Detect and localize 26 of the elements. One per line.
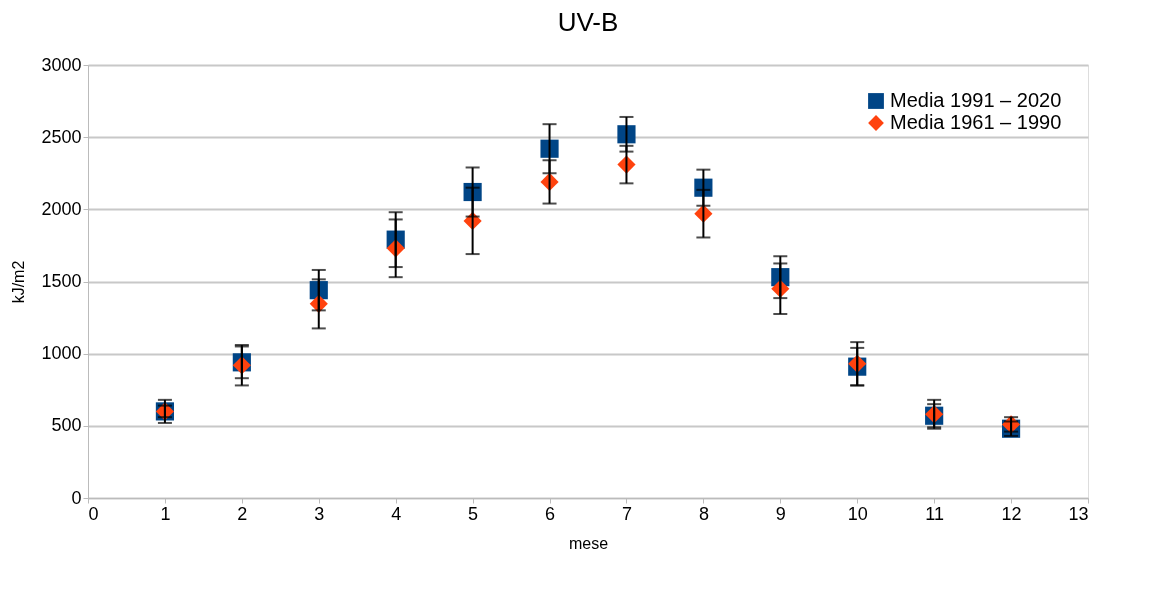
y-tick-label: 3000	[41, 54, 82, 75]
x-tick-label: 12	[1001, 503, 1022, 524]
x-tick-label: 8	[698, 503, 709, 524]
y-tick-label: 2000	[41, 198, 82, 219]
y-tick-label: 0	[71, 487, 82, 508]
x-tick-label: 9	[775, 503, 786, 524]
chart-title: UV-B	[557, 7, 619, 37]
y-tick-label: 1500	[41, 271, 82, 291]
y-tick-label: 2500	[41, 126, 82, 147]
x-tick-label: 3	[314, 503, 325, 524]
x-tick-label: 7	[621, 503, 632, 524]
legend-label: Media 1991 – 2020	[890, 89, 1062, 111]
x-tick-label: 1	[160, 503, 171, 524]
y-tick-label: 500	[51, 415, 82, 436]
x-tick-label: 2	[237, 503, 248, 524]
y-axis-title: kJ/m2	[10, 260, 28, 304]
x-tick-label: 10	[847, 503, 868, 524]
x-tick-label: 0	[88, 503, 99, 524]
y-tick-label: 1000	[41, 343, 82, 364]
legend-label: Media 1961 – 1990	[890, 111, 1062, 133]
x-tick-label: 6	[545, 503, 556, 524]
x-tick-label: 4	[391, 503, 402, 524]
x-tick-label: 11	[925, 503, 944, 524]
x-tick-label: 5	[468, 503, 479, 524]
x-axis-title: mese	[568, 534, 609, 552]
x-tick-label: 13	[1068, 503, 1089, 524]
